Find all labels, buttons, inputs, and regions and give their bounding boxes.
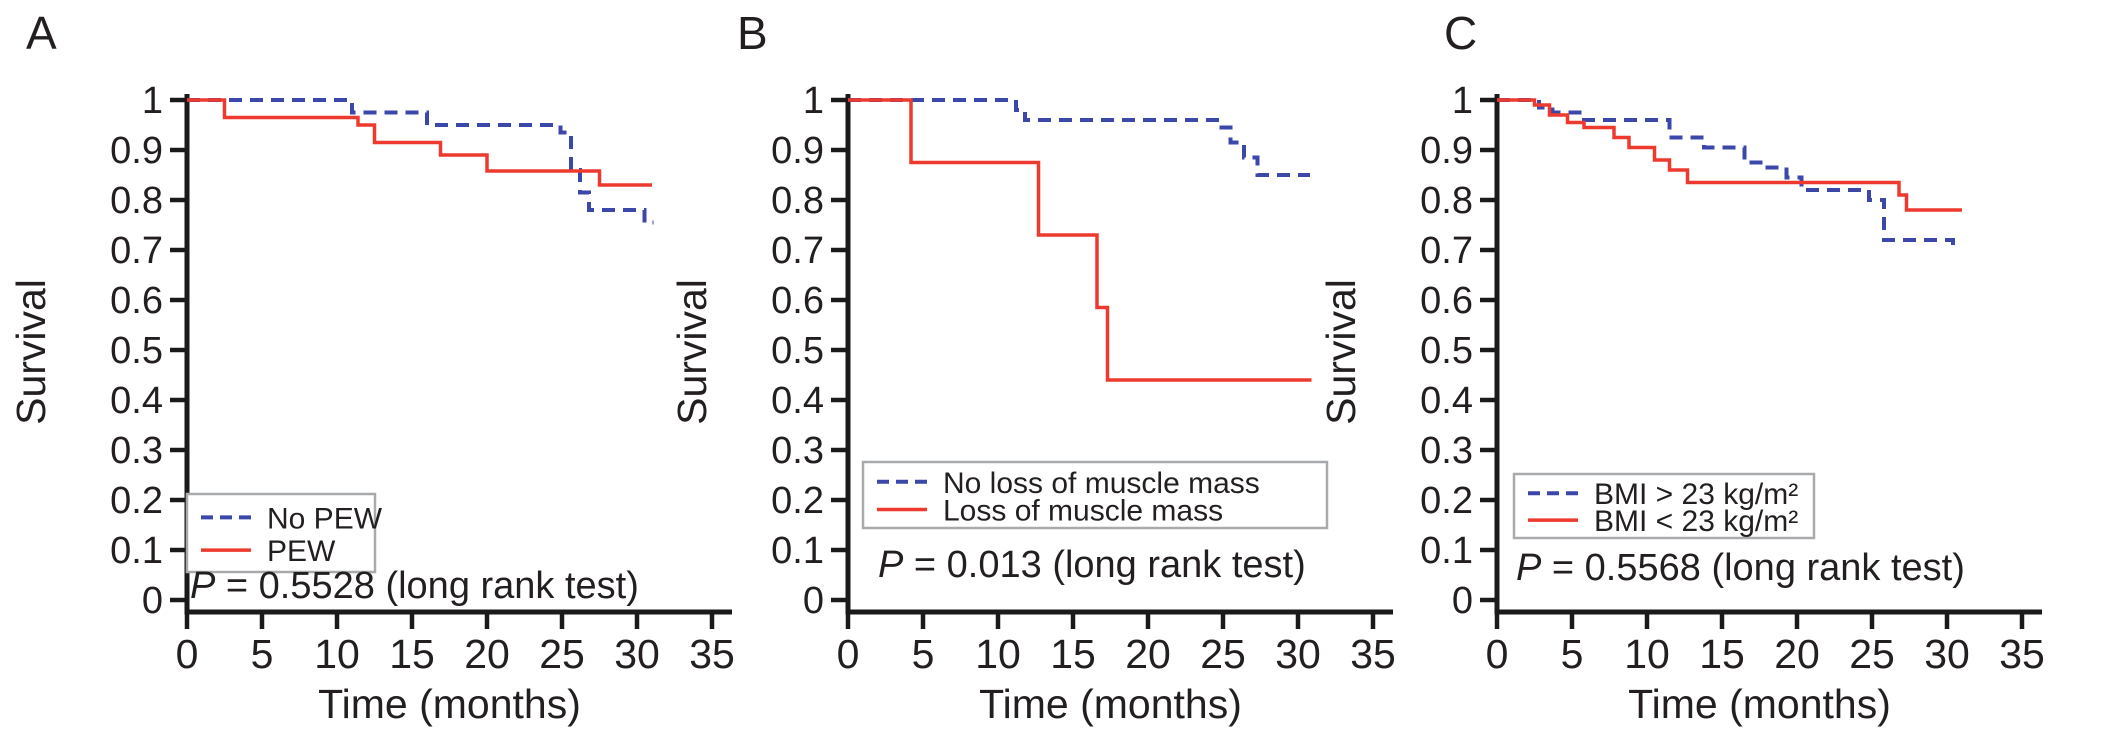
y-tick-label: 0 — [1452, 580, 1473, 622]
y-tick-label: 0.1 — [771, 530, 824, 572]
y-tick-label: 0.7 — [1420, 230, 1473, 272]
y-tick-label: 0.7 — [110, 230, 163, 272]
y-tick-label: 0.6 — [1420, 280, 1473, 322]
y-tick-label: 0.3 — [110, 430, 163, 472]
survival-curve-dashed — [187, 98, 654, 225]
y-axis-title: Survival — [8, 279, 54, 425]
x-tick-label: 5 — [251, 631, 274, 677]
x-tick-label: 30 — [1924, 631, 1970, 677]
y-tick-label: 0.4 — [1420, 380, 1473, 422]
y-tick-label: 0.8 — [771, 180, 824, 222]
legend-box — [185, 492, 377, 574]
x-tick-label: 5 — [912, 631, 935, 677]
x-tick-label: 25 — [539, 631, 585, 677]
y-tick-label: 0.6 — [110, 280, 163, 322]
panel-a: 00.10.20.30.40.50.60.70.80.910 5 10 15 20 25 3… — [8, 80, 735, 727]
p-value-text: P = 0.5528 (long rank test) — [190, 565, 639, 607]
y-tick-label: 0 — [142, 580, 163, 622]
y-tick-label: 0.1 — [110, 530, 163, 572]
y-tick-label: 0.2 — [110, 480, 163, 522]
x-tick-label: 0 — [1486, 631, 1509, 677]
y-tick-label: 0.5 — [1420, 330, 1473, 372]
y-tick-label: 0.9 — [1420, 130, 1473, 172]
legend-label: PEW — [267, 535, 336, 568]
y-axis-title: Survival — [669, 279, 715, 425]
x-tick-label: 15 — [1699, 631, 1745, 677]
x-tick-label: 10 — [1624, 631, 1670, 677]
x-tick-label: 20 — [1125, 631, 1171, 677]
x-tick-label: 0 — [176, 631, 199, 677]
y-tick-label: 0.9 — [771, 130, 824, 172]
y-tick-label: 0.7 — [771, 230, 824, 272]
p-value-text: P = 0.013 (long rank test) — [878, 544, 1306, 586]
x-tick-label: 5 — [1561, 631, 1584, 677]
y-tick-label: 0.5 — [771, 330, 824, 372]
x-tick-label: 35 — [1350, 631, 1396, 677]
y-tick-label: 0.4 — [771, 380, 824, 422]
y-tick-label: 0.6 — [771, 280, 824, 322]
p-value-text: P = 0.5568 (long rank test) — [1516, 547, 1965, 589]
x-tick-label: 10 — [975, 631, 1021, 677]
panel-b: 00.10.20.30.40.50.60.70.80.910 5 10 15 20 25 3… — [669, 80, 1396, 727]
x-tick-label: 10 — [314, 631, 360, 677]
y-tick-label: 0.2 — [771, 480, 824, 522]
y-tick-label: 0.3 — [771, 430, 824, 472]
x-tick-label: 30 — [614, 631, 660, 677]
legend-label: BMI > 23 kg/m² — [1594, 478, 1798, 511]
legend-label: No loss of muscle mass — [943, 467, 1260, 500]
y-tick-label: 0.8 — [110, 180, 163, 222]
panel-letter-b: B — [737, 7, 769, 59]
legend-label: Loss of muscle mass — [943, 495, 1223, 528]
x-tick-label: 25 — [1200, 631, 1246, 677]
x-tick-label: 15 — [1050, 631, 1096, 677]
y-tick-label: 1 — [142, 80, 163, 122]
x-axis-title: Time (months) — [979, 681, 1242, 727]
x-tick-label: 30 — [1275, 631, 1321, 677]
legend-label: No PEW — [267, 502, 383, 535]
y-tick-label: 0.3 — [1420, 430, 1473, 472]
y-tick-label: 1 — [803, 80, 824, 122]
x-axis-title: Time (months) — [1628, 681, 1891, 727]
panel-letter-a: A — [26, 7, 58, 59]
y-axis-title: Survival — [1318, 279, 1364, 425]
y-tick-label: 0.9 — [110, 130, 163, 172]
y-tick-label: 0.4 — [110, 380, 163, 422]
y-tick-label: 0.2 — [1420, 480, 1473, 522]
y-tick-label: 1 — [1452, 80, 1473, 122]
legend-label: BMI < 23 kg/m² — [1594, 505, 1798, 538]
legend-box — [1512, 472, 1816, 540]
x-tick-label: 35 — [689, 631, 735, 677]
survival-curve-solid — [848, 98, 1312, 382]
x-tick-label: 25 — [1849, 631, 1895, 677]
legend-box — [861, 460, 1329, 530]
y-tick-label: 0.5 — [110, 330, 163, 372]
y-tick-label: 0 — [803, 580, 824, 622]
y-tick-label: 0.8 — [1420, 180, 1473, 222]
x-tick-label: 20 — [1774, 631, 1820, 677]
x-tick-label: 15 — [389, 631, 435, 677]
survival-curve-solid — [1497, 98, 1962, 212]
survival-curve-dashed — [1497, 98, 1959, 247]
survival-curve-solid — [187, 98, 652, 187]
panel-letter-c: C — [1444, 7, 1479, 59]
x-tick-label: 20 — [464, 631, 510, 677]
x-axis-title: Time (months) — [318, 681, 581, 727]
x-tick-label: 35 — [1999, 631, 2045, 677]
survival-curve-dashed — [848, 98, 1310, 177]
x-tick-label: 0 — [837, 631, 860, 677]
y-tick-label: 0.1 — [1420, 530, 1473, 572]
panel-c: 00.10.20.30.40.50.60.70.80.910 5 10 15 20 25 3… — [1318, 80, 2045, 727]
